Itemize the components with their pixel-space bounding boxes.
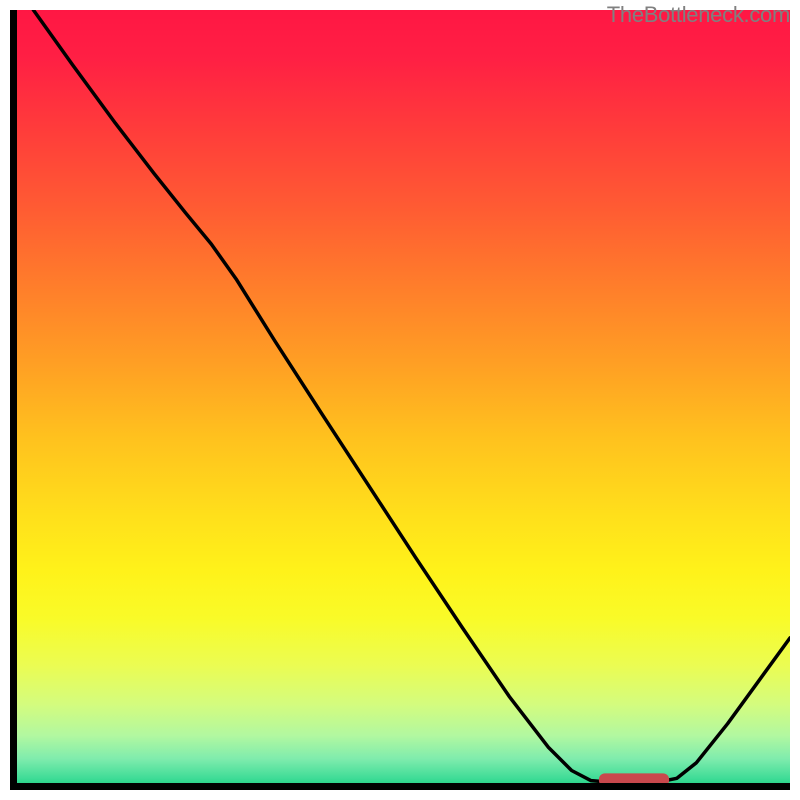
watermark-text: TheBottleneck.com	[607, 2, 790, 28]
gradient-background	[10, 10, 790, 790]
chart-svg	[10, 10, 790, 790]
figure-root: { "watermark": "TheBottleneck.com", "wat…	[0, 0, 800, 800]
plot-area	[10, 10, 790, 790]
